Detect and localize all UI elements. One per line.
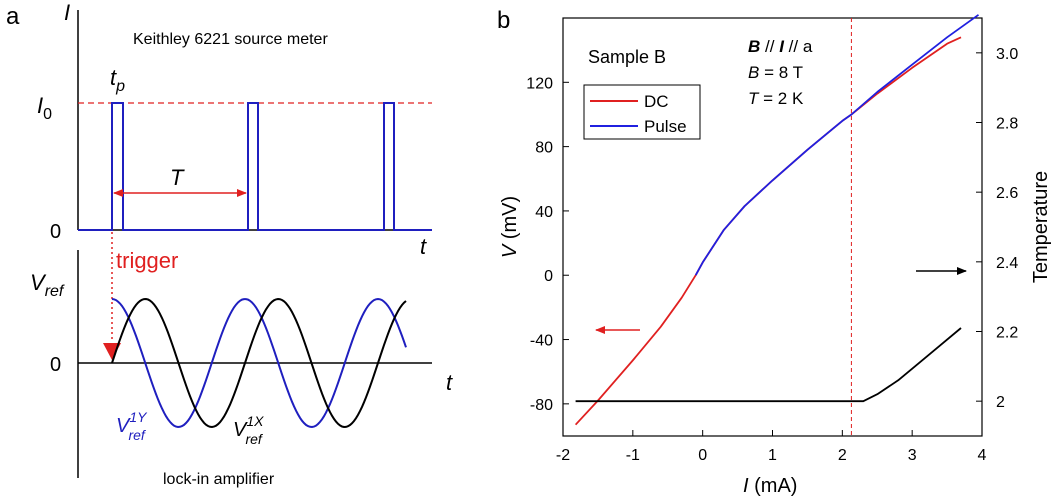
- panel-b-label: b: [497, 7, 510, 34]
- legend: DC Pulse: [583, 84, 701, 140]
- y2-tick-label: 2.8: [996, 116, 1018, 133]
- lockin-caption: lock-in amplifier: [163, 471, 275, 488]
- pulse-title: Keithley 6221 source meter: [133, 31, 328, 48]
- x-tick-label: -1: [626, 447, 640, 464]
- annotation-line-2: B = 8 T: [748, 63, 803, 82]
- y2-axis-ticks: 2 2.2 2.4 2.6 2.8 3.0: [976, 46, 1018, 411]
- conditions-annotation: B // I // a B = 8 T T = 2 K: [748, 37, 813, 108]
- y2-tick-label: 2: [996, 394, 1005, 411]
- y2-axis-label: Temperature: [1030, 171, 1052, 283]
- vref-axis-label: Vref: [30, 270, 65, 300]
- y-tick-label: 0: [544, 268, 553, 285]
- panel-a-label: a: [6, 3, 20, 30]
- annotation-line-1: B // I // a: [748, 37, 813, 56]
- y2-tick-label: 2.2: [996, 325, 1018, 342]
- y2-tick-label: 2.6: [996, 185, 1018, 202]
- x-tick-label: 4: [978, 447, 987, 464]
- y-tick-label: 120: [526, 75, 553, 92]
- trigger-label: trigger: [116, 248, 178, 273]
- lockin-zero-label: 0: [50, 354, 61, 376]
- x-tick-label: 0: [698, 447, 707, 464]
- x-axis-label: I (mA): [743, 475, 797, 497]
- series-group: [574, 14, 980, 426]
- panel-a: a I Keithley 6221 source meter I0 0 t tp…: [6, 0, 453, 488]
- x-axis-ticks: -2 -1 0 1 2 3 4: [556, 430, 987, 464]
- y2-tick-label: 2.4: [996, 255, 1018, 272]
- v1x-label: V1X ref: [233, 413, 264, 447]
- period-label: T: [170, 165, 185, 190]
- pulse-diagram: I Keithley 6221 source meter I0 0 t tp T: [37, 0, 432, 259]
- y-tick-label: -40: [530, 333, 553, 350]
- x-tick-label: 2: [838, 447, 847, 464]
- legend-box: [583, 84, 701, 140]
- annotation-line-3: T = 2 K: [748, 89, 804, 108]
- panel-b: b -2 -1 0 1 2 3 4 -80 -40 0 40 80 120 2 2.2 2.4 2.6 2.8…: [497, 7, 1052, 497]
- i0-label: I0: [37, 93, 52, 123]
- y2-tick-label: 3.0: [996, 46, 1018, 63]
- series-pulse-line: [694, 14, 980, 276]
- x-tick-label: 1: [768, 447, 777, 464]
- y-axis-label: V (mV): [499, 196, 521, 258]
- x-tick-label: 3: [908, 447, 917, 464]
- x-tick-label: -2: [556, 447, 570, 464]
- y-axis-ticks: -80 -40 0 40 80 120: [526, 75, 569, 414]
- series-temperature-line: [575, 327, 962, 403]
- tp-label: tp: [110, 65, 125, 95]
- pulse-zero-label: 0: [50, 221, 61, 243]
- lockin-x-axis-label: t: [446, 370, 453, 395]
- legend-dc-label: DC: [644, 92, 669, 111]
- legend-pulse-label: Pulse: [644, 117, 687, 136]
- sine-1y-curve: [111, 297, 407, 429]
- y-tick-label: 80: [535, 140, 553, 157]
- lockin-diagram: Vref 0 t V1Y ref V1X ref lock-in amplifier: [30, 250, 453, 488]
- sine-1x-curve: [111, 297, 407, 429]
- pulse-train: [78, 102, 432, 231]
- v1y-label: V1Y ref: [116, 409, 148, 443]
- pulse-x-axis-label: t: [420, 234, 427, 259]
- pulse-y-axis-label: I: [64, 0, 70, 25]
- trigger-indicator: trigger: [103, 232, 178, 360]
- y-tick-label: 40: [535, 204, 553, 221]
- sample-label: Sample B: [588, 47, 666, 67]
- y-tick-label: -80: [530, 397, 553, 414]
